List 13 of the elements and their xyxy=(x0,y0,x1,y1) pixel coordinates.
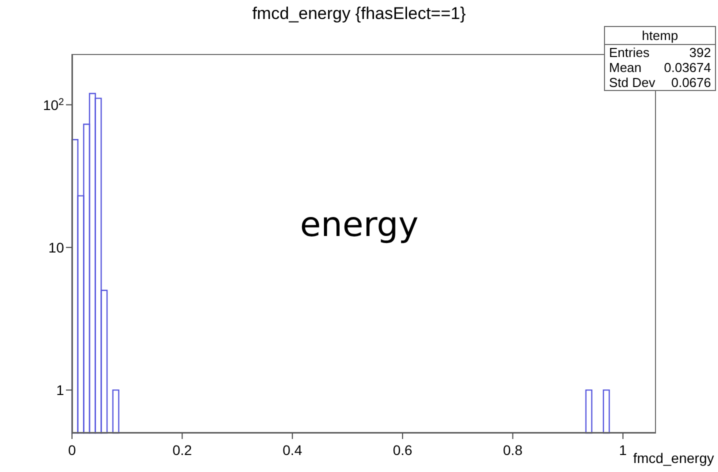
stats-box: htemp Entries 392 Mean 0.03674 Std Dev 0.0676 xyxy=(604,26,716,91)
x-tick-label: 0.8 xyxy=(503,442,523,458)
y-tick-label: 10$^{2}$ xyxy=(42,96,64,113)
y-tick-label: 1 xyxy=(56,382,64,398)
annotation: energy xyxy=(300,205,418,245)
x-tick-label: 0 xyxy=(68,442,76,458)
x-tick-label: 0.6 xyxy=(392,442,413,458)
y-tick-label: 10 xyxy=(48,239,64,256)
x-axis-title: fmcd_energy xyxy=(633,450,714,466)
x-tick-label: 1 xyxy=(619,442,628,458)
chart-title: fmcd_energy {fhasElect==1} xyxy=(251,4,467,24)
x-tick-label: 0.2 xyxy=(172,442,192,458)
x-tick-label: 0.4 xyxy=(282,442,302,458)
